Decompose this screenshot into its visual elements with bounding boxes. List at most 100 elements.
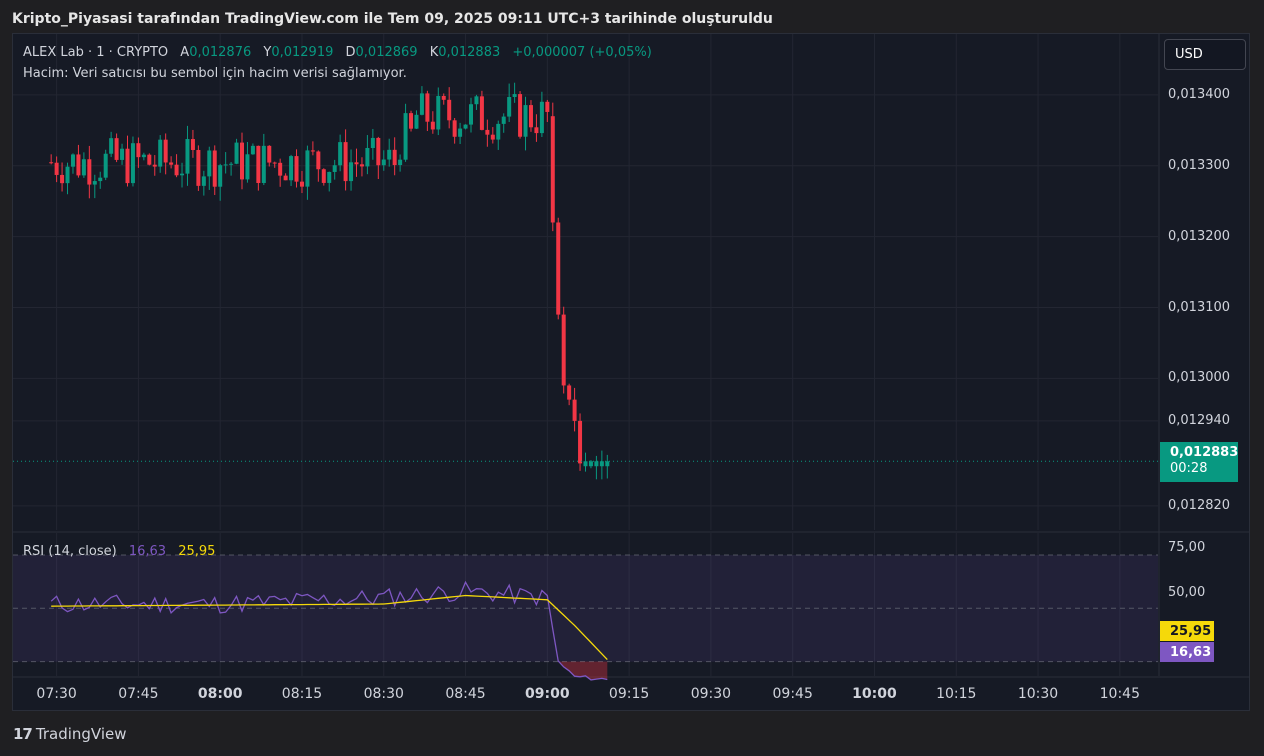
price-tick-label: 0,013000 — [1168, 370, 1231, 386]
close-label: K — [429, 45, 439, 60]
candle-body — [229, 163, 234, 165]
candle-body — [240, 142, 244, 180]
candle-body — [381, 159, 386, 166]
time-tick-label: 10:45 — [1099, 686, 1141, 702]
time-tick-label: 10:30 — [1017, 686, 1059, 702]
chart-frame — [12, 33, 1250, 711]
candle-body — [436, 95, 441, 130]
candle-body — [310, 150, 315, 152]
candle-body — [485, 129, 490, 135]
low-value: 0,012869 — [355, 45, 418, 60]
candle-body — [507, 97, 512, 117]
candle-body — [332, 165, 337, 172]
candle-body — [120, 148, 125, 160]
candle-body — [414, 114, 419, 129]
candle-body — [349, 162, 354, 182]
candles — [13, 82, 1158, 480]
candle-body — [376, 137, 381, 166]
low-label: D — [345, 45, 356, 60]
candle-body — [392, 149, 397, 166]
candle-body — [567, 385, 572, 400]
open-label: A — [180, 45, 190, 60]
candle-body — [370, 137, 375, 149]
candle-body — [283, 175, 288, 181]
rsi-panel — [13, 554, 1158, 681]
symbol-name[interactable]: ALEX Lab · 1 · CRYPTO — [23, 45, 169, 60]
time-tick-label: 07:45 — [118, 686, 159, 702]
candle-body — [130, 143, 135, 184]
open-value: 0,012876 — [189, 45, 252, 60]
candle-body — [338, 142, 343, 166]
candle-body — [469, 104, 473, 125]
brand-name: TradingView — [35, 725, 127, 743]
candle-body — [550, 116, 555, 223]
candle-body — [185, 139, 190, 174]
candle-body — [354, 162, 359, 165]
candle-body — [289, 156, 294, 181]
time-tick-label: 07:30 — [36, 686, 77, 702]
time-tick-label: 09:30 — [690, 686, 732, 702]
currency-button[interactable]: USD — [1164, 39, 1246, 70]
candle-body — [523, 105, 528, 137]
candle-body — [196, 149, 201, 186]
candle-body — [201, 176, 206, 186]
price-tick-label: 0,013400 — [1168, 86, 1231, 102]
countdown-timer: 00:28 — [1170, 461, 1208, 476]
candle-body — [294, 156, 299, 182]
candle-body — [419, 93, 424, 115]
rsi-level-75: 75,00 — [1168, 540, 1206, 555]
candle-body — [359, 164, 364, 167]
price-tick-label: 0,012820 — [1168, 497, 1231, 513]
candle-body — [594, 461, 599, 467]
candle-body — [583, 461, 588, 467]
high-label: Y — [263, 45, 272, 60]
time-tick-label: 08:00 — [197, 686, 243, 702]
candle-body — [327, 171, 332, 183]
change-value: +0,000007 (+0,05%) — [512, 45, 652, 60]
candle-body — [458, 128, 463, 137]
candle-body — [65, 166, 70, 184]
candle-body — [425, 93, 430, 122]
candle-body — [114, 138, 119, 160]
candle-body — [125, 148, 130, 184]
candle-body — [605, 461, 610, 467]
candle-body — [245, 154, 250, 180]
rsi-legend: RSI (14, close) 16,63 25,95 — [23, 544, 215, 559]
price-tick-label: 0,012940 — [1168, 412, 1231, 428]
candle-body — [223, 164, 228, 166]
candle-body — [60, 174, 65, 184]
candle-body — [534, 127, 539, 134]
page-title: Kripto_Piyasasi tarafından TradingView.c… — [12, 11, 773, 27]
price-tick-label: 0,013300 — [1168, 157, 1231, 173]
candle-body — [261, 145, 266, 183]
candle-body — [272, 162, 277, 164]
candle-body — [430, 121, 435, 130]
candle-body — [207, 150, 212, 177]
candle-body — [496, 123, 501, 140]
time-tick-label: 09:00 — [525, 686, 570, 702]
ohlc-legend: ALEX Lab · 1 · CRYPTO A0,012876 Y0,01291… — [23, 45, 652, 60]
tradingview-logo-icon: 17 — [13, 725, 33, 743]
candle-body — [147, 154, 152, 165]
candle-body — [234, 142, 239, 164]
price-tick-label: 0,013100 — [1168, 299, 1231, 315]
candle-body — [218, 165, 223, 187]
candle-body — [81, 159, 86, 176]
time-tick-label: 10:15 — [936, 686, 977, 702]
rsi-label[interactable]: RSI (14, close) — [23, 544, 117, 559]
candle-body — [316, 151, 321, 170]
candle-body — [545, 101, 550, 112]
rsi-ma-value: 25,95 — [178, 544, 216, 559]
candle-body — [267, 145, 272, 163]
candle-body — [76, 154, 81, 176]
high-value: 0,012919 — [271, 45, 334, 60]
grid — [13, 34, 1249, 678]
candle-body — [599, 461, 604, 467]
last-price-label: 0,012883 00:28 — [1160, 442, 1238, 482]
candle-body — [572, 399, 577, 421]
tradingview-brand[interactable]: 17 TradingView — [13, 725, 127, 743]
candle-body — [447, 99, 452, 121]
candle-body — [321, 169, 326, 183]
time-tick-label: 08:30 — [363, 686, 404, 702]
